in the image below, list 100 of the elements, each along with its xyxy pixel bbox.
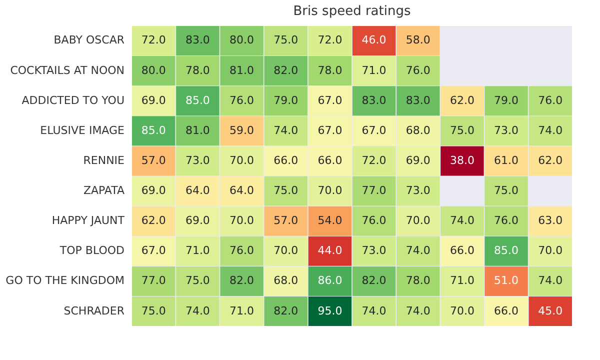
data-label: 82.0 xyxy=(274,64,298,77)
data-label: 76.0 xyxy=(538,94,563,107)
data-label: 74.0 xyxy=(406,304,430,318)
y-tick-label: ELUSIVE IMAGE xyxy=(40,124,125,137)
data-label: 82.0 xyxy=(230,274,254,288)
data-label: 75.0 xyxy=(494,184,519,198)
y-tick-label: COCKTAILS AT NOON xyxy=(10,64,124,77)
data-label: 58.0 xyxy=(406,34,430,47)
y-tick-label: RENNIE xyxy=(83,154,125,167)
data-label: 71.0 xyxy=(450,274,474,288)
data-label: 67.0 xyxy=(141,244,166,258)
data-label: 74.0 xyxy=(274,124,298,137)
data-label: 72.0 xyxy=(318,34,342,47)
data-label: 79.0 xyxy=(494,94,519,107)
data-label: 78.0 xyxy=(318,64,342,77)
data-label: 74.0 xyxy=(538,274,563,288)
y-tick-label: TOP BLOOD xyxy=(58,244,124,258)
data-label: 69.0 xyxy=(185,214,210,228)
data-label: 78.0 xyxy=(406,274,430,288)
data-label: 66.0 xyxy=(494,304,519,318)
data-label: 74.0 xyxy=(362,304,386,318)
data-label: 62.0 xyxy=(538,154,563,167)
data-label: 57.0 xyxy=(141,154,166,167)
data-label: 83.0 xyxy=(362,94,386,107)
data-label: 69.0 xyxy=(141,94,166,107)
data-label: 75.0 xyxy=(450,124,474,137)
data-label: 80.0 xyxy=(141,64,166,77)
y-tick-label: HAPPY JAUNT xyxy=(52,214,125,228)
data-label: 68.0 xyxy=(274,274,298,288)
data-label: 81.0 xyxy=(230,64,254,77)
data-label: 73.0 xyxy=(185,154,210,167)
data-label: 63.0 xyxy=(538,214,563,228)
y-tick-label: ADDICTED TO YOU xyxy=(22,94,124,107)
data-label: 67.0 xyxy=(318,124,342,137)
data-label: 38.0 xyxy=(450,154,474,167)
data-label: 54.0 xyxy=(318,214,342,228)
data-label: 73.0 xyxy=(494,124,519,137)
data-label: 76.0 xyxy=(230,94,254,107)
data-label: 75.0 xyxy=(274,34,298,47)
chart-title: Bris speed ratings xyxy=(293,4,411,19)
data-label: 75.0 xyxy=(274,184,298,198)
data-label: 71.0 xyxy=(230,304,254,318)
data-label: 66.0 xyxy=(274,154,298,167)
data-label: 75.0 xyxy=(185,274,210,288)
data-label: 79.0 xyxy=(274,94,298,107)
data-label: 66.0 xyxy=(318,154,342,167)
data-label: 74.0 xyxy=(185,304,210,318)
data-label: 64.0 xyxy=(230,184,254,198)
data-label: 95.0 xyxy=(318,304,342,318)
data-label: 74.0 xyxy=(406,244,430,258)
data-label: 70.0 xyxy=(450,304,474,318)
data-label: 71.0 xyxy=(185,244,210,258)
data-label: 57.0 xyxy=(274,214,298,228)
data-label: 74.0 xyxy=(450,214,474,228)
data-label: 76.0 xyxy=(230,244,254,258)
data-label: 70.0 xyxy=(538,244,563,258)
data-label: 81.0 xyxy=(185,124,210,137)
data-label: 82.0 xyxy=(274,304,298,318)
data-label: 70.0 xyxy=(230,154,254,167)
data-label: 61.0 xyxy=(494,154,519,167)
data-label: 77.0 xyxy=(362,184,386,198)
data-label: 80.0 xyxy=(230,34,254,47)
data-label: 67.0 xyxy=(362,124,386,137)
data-label: 46.0 xyxy=(362,34,386,47)
data-label: 86.0 xyxy=(318,274,342,288)
data-label: 85.0 xyxy=(494,244,519,258)
data-label: 62.0 xyxy=(141,214,166,228)
data-label: 74.0 xyxy=(538,124,563,137)
y-tick-label: SCHRADER xyxy=(64,304,125,318)
y-tick-label: BABY OSCAR xyxy=(54,34,125,47)
data-label: 51.0 xyxy=(494,274,519,288)
data-label: 45.0 xyxy=(538,304,563,318)
y-tick-label: GO TO THE KINGDOM xyxy=(6,274,124,288)
data-label: 59.0 xyxy=(230,124,254,137)
data-label: 64.0 xyxy=(185,184,210,198)
data-label: 66.0 xyxy=(450,244,474,258)
data-label: 75.0 xyxy=(141,304,166,318)
y-tick-label: ZAPATA xyxy=(83,184,125,198)
data-label: 69.0 xyxy=(406,154,430,167)
data-label: 83.0 xyxy=(406,94,430,107)
data-label: 69.0 xyxy=(141,184,166,198)
data-label: 77.0 xyxy=(141,274,166,288)
data-label: 82.0 xyxy=(362,274,386,288)
data-label: 71.0 xyxy=(362,64,386,77)
data-label: 70.0 xyxy=(406,214,430,228)
data-label: 76.0 xyxy=(494,214,519,228)
data-label: 76.0 xyxy=(406,64,430,77)
data-label: 70.0 xyxy=(274,244,298,258)
data-label: 78.0 xyxy=(185,64,210,77)
data-label: 62.0 xyxy=(450,94,474,107)
data-label: 70.0 xyxy=(230,214,254,228)
data-label: 72.0 xyxy=(141,34,166,47)
data-label: 76.0 xyxy=(362,214,386,228)
data-label: 44.0 xyxy=(318,244,342,258)
data-label: 72.0 xyxy=(362,154,386,167)
data-label: 73.0 xyxy=(406,184,430,198)
data-label: 67.0 xyxy=(318,94,342,107)
data-label: 83.0 xyxy=(185,34,210,47)
data-label: 73.0 xyxy=(362,244,386,258)
data-label: 68.0 xyxy=(406,124,430,137)
